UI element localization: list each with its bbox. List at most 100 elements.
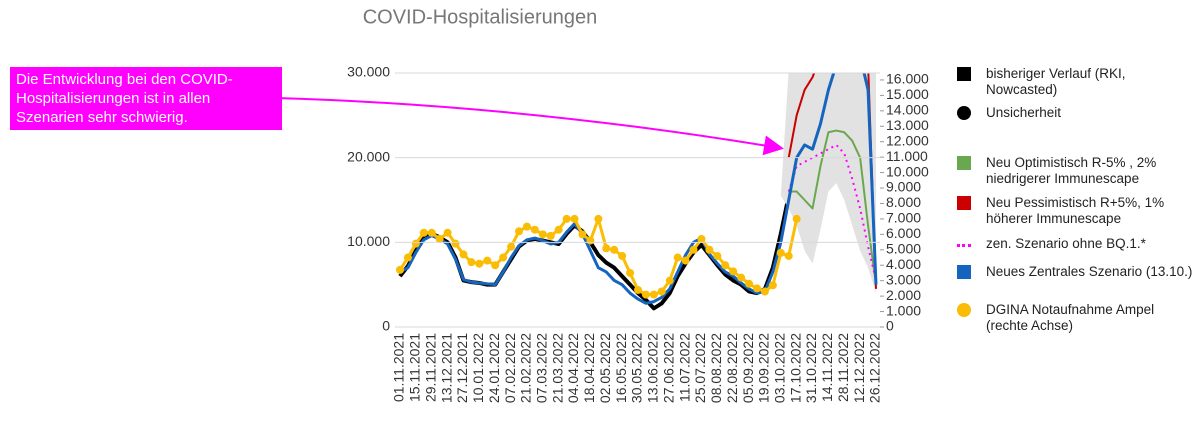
point [443,228,452,237]
x-tick-label: 31.10.2022 [803,333,819,403]
y2-tick-label: 14.000 [886,102,929,118]
y2-tick-label: 5.000 [886,240,921,256]
x-tick-label: 07.02.2022 [502,333,518,403]
legend-label: zen. Szenario ohne BQ.1.* [986,236,1146,251]
point [665,276,674,285]
x-tick-label: 17.10.2022 [787,333,803,403]
point [507,242,516,251]
legend-label: bisheriger Verlauf (RKI, Nowcasted) [986,66,1126,97]
point [530,225,539,234]
point [626,268,635,277]
y2-tick-label: 0 [886,318,894,334]
legend-label: Unsicherheit [986,105,1062,120]
legend-marker [957,244,971,247]
point [467,258,476,267]
y2-tick-label: 15.000 [886,86,929,102]
point [522,222,531,231]
annotation-arrow [275,97,784,156]
point [570,214,579,223]
y2-tick-label: 6.000 [886,225,921,241]
x-tick-label: 19.09.2022 [756,333,772,403]
x-tick-label: 27.06.2022 [660,333,676,403]
point [729,267,738,276]
point [610,245,619,254]
point [475,259,484,268]
point [721,261,730,270]
y2-tick-label: 16.000 [886,71,929,87]
x-tick-label: 14.11.2022 [819,333,835,402]
point [792,214,801,223]
x-tick-label: 30.05.2022 [629,333,645,403]
point [681,256,690,265]
point [396,265,404,274]
point [594,214,603,223]
plot-area [396,73,878,311]
x-tick-label: 13.06.2022 [645,333,661,403]
legend-marker [957,156,971,170]
point [499,253,508,262]
point [705,245,714,254]
point [649,290,658,299]
y2-tick-label: 7.000 [886,210,921,226]
x-tick-label: 24.01.2022 [486,333,502,403]
point [618,251,627,260]
x-tick-label: 01.11.2021 [391,333,407,402]
point [753,284,761,293]
point [768,281,777,290]
point [427,228,436,237]
x-tick-label: 26.12.2022 [867,333,883,403]
y2-tick-label: 8.000 [886,194,921,210]
point [483,256,492,265]
point [554,225,563,234]
legend-label: Neu Optimistisch R-5% , 2% niedrigerer I… [986,155,1157,186]
x-tick-label: 12.12.2022 [851,333,867,403]
point [634,285,642,294]
series-line [787,143,877,281]
point [713,251,722,260]
y2-tick-label: 3.000 [886,271,921,287]
x-tick-label: 02.05.2022 [597,333,613,403]
x-tick-label: 15.11.2021 [407,333,423,402]
point [641,290,650,299]
legend-marker [957,303,971,317]
x-tick-label: 25.07.2022 [692,333,708,403]
y2-tick-label: 11.000 [886,148,928,164]
legend-marker [957,196,971,210]
legend-label: Neues Zentrales Szenario (13.10.) [986,264,1193,279]
x-tick-label: 16.05.2022 [613,333,629,403]
point [657,287,666,296]
legend-marker [957,67,971,81]
y2-tick-label: 2.000 [886,287,921,303]
point [673,253,682,262]
uncertainty-band [780,73,876,294]
point [689,245,698,254]
y-tick-label: 10.000 [347,233,390,249]
point [546,231,555,240]
point [562,214,571,223]
point [435,234,444,243]
x-tick-label: 05.09.2022 [740,333,756,403]
x-tick-label: 10.01.2022 [470,333,486,403]
legend-marker [957,106,971,120]
y2-tick-label: 13.000 [886,117,929,133]
chart-title: COVID-Hospitalisierungen [363,6,598,28]
legend-label: Neu Pessimistisch R+5%, 1% höherer Immun… [986,195,1165,226]
series-line [398,195,791,311]
series-line [787,73,877,289]
point [586,236,595,245]
point [737,273,746,282]
y-tick-label: 0 [382,318,390,334]
y2-tick-label: 10.000 [886,163,929,179]
x-tick-label: 21.02.2022 [518,333,534,403]
y2-tick-label: 4.000 [886,256,921,272]
x-tick-label: 04.04.2022 [565,333,581,403]
y-tick-label: 20.000 [347,148,390,164]
point [784,251,793,260]
x-tick-label: 07.03.2022 [534,333,550,403]
point [515,227,523,236]
x-tick-label: 11.07.2022 [676,333,692,402]
point [602,244,611,253]
x-tick-label: 13.12.2021 [438,333,454,403]
point [491,261,500,270]
